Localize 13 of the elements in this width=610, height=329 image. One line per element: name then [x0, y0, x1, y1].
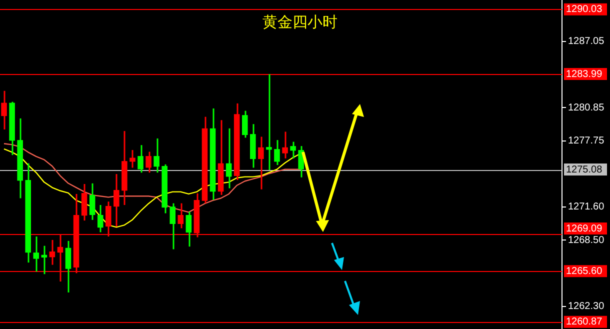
y-tick-label: 1271.60	[568, 202, 605, 213]
ref-line-label: 1260.87	[566, 316, 603, 328]
y-tick-label: 1262.30	[568, 301, 605, 312]
ref-line-label: 1290.03	[566, 4, 603, 16]
text: 黄金四小时	[262, 13, 338, 32]
ref-line-label: 1265.60	[566, 266, 603, 277]
y-tick-label: 1287.05	[568, 36, 605, 48]
y-tick-label: 1277.75	[568, 136, 605, 147]
ref-line-label: 1283.99	[566, 68, 603, 80]
ref-line-label: 1269.09	[566, 223, 603, 234]
y-tick-label: 1280.85	[568, 102, 605, 114]
ref-line-label: 1275.08	[566, 164, 603, 176]
y-tick-label: 1268.50	[568, 234, 605, 246]
